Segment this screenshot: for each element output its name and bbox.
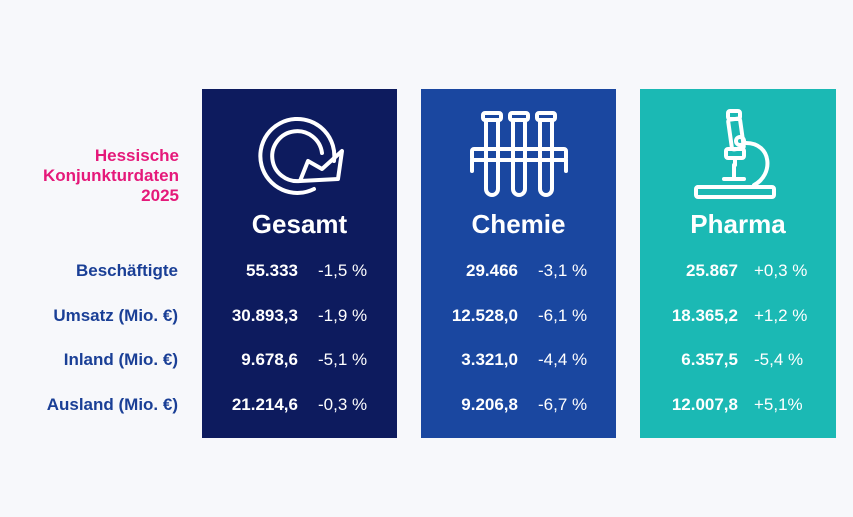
- panel-gesamt: Gesamt 55.333 -1,5 % 30.893,3 -1,9 % 9.6…: [202, 89, 397, 438]
- pharma-revenue-value: 18.365,2: [671, 306, 738, 325]
- panel-chemie: Chemie 29.466 -3,1 % 12.528,0 -6,1 % 3.3…: [421, 89, 616, 438]
- title-line-1: Hessische: [94, 146, 179, 165]
- title-line-2: Konjunkturdaten: [43, 166, 179, 185]
- gesamt-revenue-value: 30.893,3: [231, 306, 298, 325]
- infographic-title: Hessische Konjunkturdaten 2025: [43, 146, 179, 206]
- title-line-3: 2025: [141, 186, 179, 205]
- panel-title-pharma: Pharma: [690, 209, 786, 239]
- test-tubes-icon: [469, 109, 569, 201]
- chemie-employees-value: 29.466: [466, 261, 518, 280]
- gesamt-foreign-change: -0,3 %: [318, 395, 368, 414]
- gesamt-revenue-change: -1,9 %: [318, 306, 368, 325]
- chemie-domestic-value: 3.321,0: [461, 350, 518, 369]
- pharma-domestic-value: 6.357,5: [681, 350, 738, 369]
- gesamt-domestic-change: -5,1 %: [318, 350, 368, 369]
- gesamt-foreign-value: 21.214,6: [231, 395, 298, 414]
- chemie-revenue-value: 12.528,0: [451, 306, 518, 325]
- gesamt-domestic-value: 9.678,6: [241, 350, 298, 369]
- chemie-employees-change: -3,1 %: [538, 261, 588, 280]
- row-label-revenue: Umsatz (Mio. €): [53, 306, 178, 325]
- pharma-revenue-change: +1,2 %: [754, 306, 808, 325]
- row-label-foreign: Ausland (Mio. €): [46, 395, 178, 414]
- pharma-foreign-change: +5,1%: [754, 395, 803, 414]
- pharma-foreign-value: 12.007,8: [671, 395, 738, 414]
- panel-title-chemie: Chemie: [471, 209, 566, 239]
- microscope-icon: [688, 109, 788, 201]
- chemie-foreign-change: -6,7 %: [538, 395, 588, 414]
- cycle-arrow-icon: [250, 109, 350, 201]
- gesamt-employees-change: -1,5 %: [318, 261, 368, 280]
- panel-title-gesamt: Gesamt: [251, 209, 348, 239]
- pharma-employees-value: 25.867: [686, 261, 738, 280]
- chemie-foreign-value: 9.206,8: [461, 395, 518, 414]
- panel-pharma: Pharma 25.867 +0,3 % 18.365,2 +1,2 % 6.3…: [640, 89, 836, 438]
- row-label-domestic: Inland (Mio. €): [63, 350, 178, 369]
- chemie-domestic-change: -4,4 %: [538, 350, 588, 369]
- chemie-revenue-change: -6,1 %: [538, 306, 588, 325]
- gesamt-employees-value: 55.333: [246, 261, 298, 280]
- pharma-employees-change: +0,3 %: [754, 261, 808, 280]
- pharma-domestic-change: -5,4 %: [754, 350, 804, 369]
- row-label-employees: Beschäftigte: [75, 261, 178, 280]
